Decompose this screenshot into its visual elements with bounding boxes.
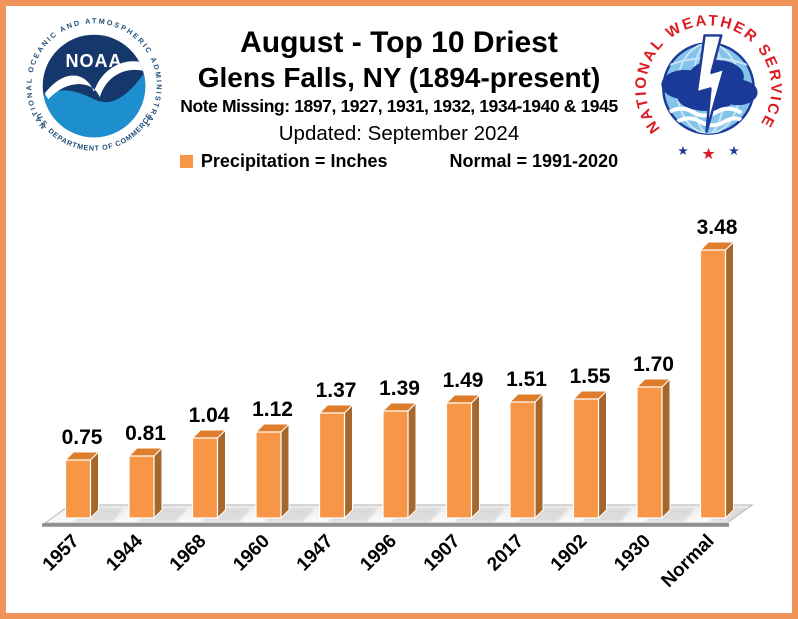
bar-front-face xyxy=(128,455,155,519)
bar-side-face xyxy=(344,403,353,520)
x-axis-label: 2017 xyxy=(483,531,528,576)
bar-1902: 1.55 1902 xyxy=(547,365,611,575)
bar-2017: 1.51 2017 xyxy=(483,368,547,575)
noaa-ocean-shape xyxy=(42,68,146,138)
legend-precip-label: Precipitation = Inches xyxy=(200,151,388,171)
bar-value-label: 1.51 xyxy=(506,368,547,391)
bar-front-face xyxy=(64,459,92,519)
bar-side-face xyxy=(534,392,544,520)
nws-star-red-center: ★ xyxy=(701,144,715,163)
bar-front-face xyxy=(445,402,473,519)
header-text-block: August - Top 10 Driest Glens Falls, NY (… xyxy=(172,14,626,175)
bar-front-face xyxy=(382,410,409,519)
nws-star-blue-left: ★ xyxy=(677,144,688,159)
bar-value-label: 1.12 xyxy=(252,398,293,421)
bar-value-label: 1.37 xyxy=(316,379,357,402)
nws-lightning-bolt-icon xyxy=(695,34,726,133)
bar-front-face xyxy=(191,437,219,519)
nws-wave-lines xyxy=(667,106,746,128)
bar-value-label: 0.81 xyxy=(125,422,166,445)
x-axis-label: 1944 xyxy=(102,530,147,575)
bar-1968: 1.04 1968 xyxy=(166,404,230,575)
updated-date: Updated: September 2024 xyxy=(278,122,520,145)
chart-subtitle: Glens Falls, NY (1894-present) xyxy=(197,62,601,93)
bar-side-face xyxy=(217,428,226,520)
bar-value-label: 0.75 xyxy=(62,426,103,449)
bar-value-label: 1.49 xyxy=(443,369,484,392)
nws-logo-svg: NATIONAL WEATHER SERVICE ★ ★ xyxy=(632,12,784,163)
bar-value-label: 1.04 xyxy=(189,404,230,427)
bar-1930: 1.70 1930 xyxy=(610,353,674,575)
x-axis-label: 1996 xyxy=(356,531,401,576)
bar-side-face xyxy=(90,450,99,520)
legend-normal-label: Normal = 1991-2020 xyxy=(449,151,619,171)
bar-side-face xyxy=(471,393,480,520)
bar-1947: 1.37 1947 xyxy=(293,379,357,575)
bar-chart: 0.75 1957 0.81 1944 1.04 1968 1.12 1960 1.37 1947… xyxy=(39,216,754,592)
bar-front-face xyxy=(636,386,663,519)
bar-1907: 1.49 1907 xyxy=(420,369,484,575)
bar-front-face xyxy=(699,249,727,519)
x-axis-label: 1930 xyxy=(610,531,655,576)
nws-logo: NATIONAL WEATHER SERVICE ★ ★ xyxy=(628,6,790,170)
chart-legend: Precipitation = Inches Normal = 1991-202… xyxy=(172,148,626,175)
bar-1960: 1.12 1960 xyxy=(229,398,293,575)
bar-side-face xyxy=(407,401,417,520)
x-axis-label: 1960 xyxy=(229,531,274,576)
bar-front-face xyxy=(509,401,536,519)
bar-1996: 1.39 1996 xyxy=(356,377,420,575)
bar-value-label: 1.55 xyxy=(570,365,611,388)
noaa-wordmark: NOAA xyxy=(66,51,123,71)
bar-side-face xyxy=(661,377,671,520)
bar-front-face xyxy=(572,398,600,519)
nws-star-blue-right: ★ xyxy=(728,144,739,159)
x-axis-label: Normal xyxy=(657,531,718,592)
bar-front-face xyxy=(255,431,282,519)
nws-stars: ★ ★ ★ xyxy=(677,144,739,163)
missing-data-note: Note Missing: 1897, 1927, 1931, 1932, 19… xyxy=(180,96,618,116)
noaa-seagull-icon xyxy=(44,61,146,100)
bar-value-label: 3.48 xyxy=(697,216,738,239)
legend-marker-swatch xyxy=(179,155,193,168)
x-axis-label: 1957 xyxy=(39,531,84,576)
x-axis-label: 1902 xyxy=(547,531,592,576)
bar-side-face xyxy=(153,446,163,520)
chart-title: August - Top 10 Driest xyxy=(240,26,558,59)
bar-1957: 0.75 1957 xyxy=(39,426,103,575)
noaa-logo-svg: NATIONAL OCEANIC AND ATMOSPHERIC ADMINIS… xyxy=(15,6,164,153)
bar-side-face xyxy=(725,240,734,520)
x-axis-label: 1968 xyxy=(166,531,211,576)
x-axis-label: 1907 xyxy=(420,531,465,576)
bar-front-face xyxy=(318,412,346,519)
bar-side-face xyxy=(598,389,607,520)
bar-side-face xyxy=(280,422,290,520)
bar-value-label: 1.39 xyxy=(379,377,420,400)
noaa-logo: NATIONAL OCEANIC AND ATMOSPHERIC ADMINIS… xyxy=(15,6,170,162)
x-axis-label: 1947 xyxy=(293,531,338,576)
bar-1944: 0.81 1944 xyxy=(102,422,166,575)
bar-value-label: 1.70 xyxy=(633,353,674,376)
